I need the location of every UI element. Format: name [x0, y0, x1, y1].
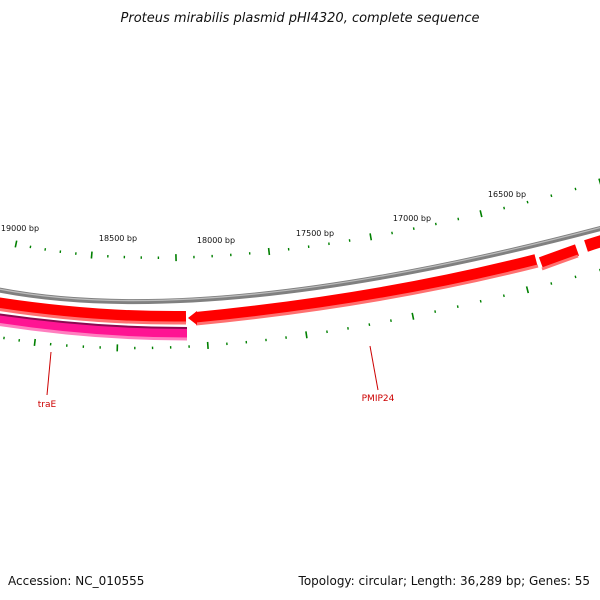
- gene-callout-line-PMIP24: [369, 345, 379, 391]
- ruler-major-tick: [305, 331, 308, 339]
- gene-arrow-forward-2-head: [188, 311, 197, 325]
- ruler-minor-tick: [390, 319, 392, 323]
- ruler-minor-tick: [434, 222, 437, 226]
- ruler-major-tick: [479, 210, 483, 218]
- tick-label-17500: 17500 bp: [296, 229, 334, 238]
- ruler-minor-tick: [412, 227, 415, 231]
- gene-arrow-forward-2[interactable]: [195, 254, 538, 324]
- topology-summary: Topology: circular; Length: 36,289 bp; G…: [298, 574, 590, 588]
- ruler-minor-tick: [502, 294, 505, 298]
- ruler-major-tick: [14, 240, 18, 248]
- ruler-major-tick: [90, 251, 93, 259]
- ruler-major-tick: [267, 247, 271, 256]
- map-title: Proteus mirabilis plasmid pHI4320, compl…: [121, 11, 480, 26]
- gene-arrow-reverse-1[interactable]: [0, 313, 188, 339]
- gene-arrow-reverse-1-shade: [0, 313, 188, 329]
- gene-arrow-forward-3[interactable]: [538, 244, 579, 269]
- ruler-minor-tick: [574, 187, 577, 191]
- gene-callout-line-traE: [46, 351, 52, 396]
- tick-label-17000: 17000 bp: [393, 214, 431, 223]
- ruler-minor-tick: [391, 231, 393, 235]
- plasmid-backbone-highlight: [0, 226, 600, 302]
- gene-arrow-forward-1-shade: [0, 308, 187, 325]
- ruler-minor-tick: [457, 217, 460, 221]
- ruler-major-tick: [411, 312, 415, 320]
- ruler-minor-tick: [574, 275, 577, 279]
- ruler-major-tick: [369, 233, 373, 241]
- ruler-minor-tick: [503, 206, 506, 210]
- tick-label-19000: 19000 bp: [1, 224, 39, 233]
- gene-arrow-forward-4[interactable]: [584, 235, 600, 252]
- ruler-minor-tick: [526, 200, 529, 204]
- ruler-minor-tick: [434, 310, 437, 313]
- tick-label-18500: 18500 bp: [99, 234, 137, 243]
- ruler-minor-tick: [479, 299, 482, 303]
- tick-label-16500: 16500 bp: [488, 190, 526, 199]
- gene-arrow-reverse-1-lower: [0, 323, 188, 341]
- gene-arrow-forward-3-shade: [541, 254, 579, 271]
- ruler-minor-tick: [550, 282, 553, 285]
- outer-tick-ring: [14, 178, 600, 262]
- ruler-major-tick: [525, 286, 530, 294]
- tick-label-18000: 18000 bp: [197, 236, 235, 245]
- plasmid-backbone: [0, 226, 600, 305]
- ruler-minor-tick: [368, 323, 371, 327]
- ruler-minor-tick: [550, 194, 553, 198]
- ruler-major-tick: [206, 341, 209, 349]
- accession-text: Accession: NC_010555: [8, 574, 145, 588]
- ruler-major-tick: [33, 338, 36, 346]
- gene-label-PMIP24[interactable]: PMIP24: [362, 394, 395, 404]
- gene-arrow-forward-1[interactable]: [0, 297, 187, 324]
- ruler-minor-tick: [456, 305, 459, 309]
- ruler-minor-tick: [29, 245, 32, 249]
- gene-arrow-forward-2-shade: [195, 264, 539, 326]
- gene-label-traE[interactable]: traE: [38, 400, 57, 410]
- ruler-major-tick: [598, 178, 600, 185]
